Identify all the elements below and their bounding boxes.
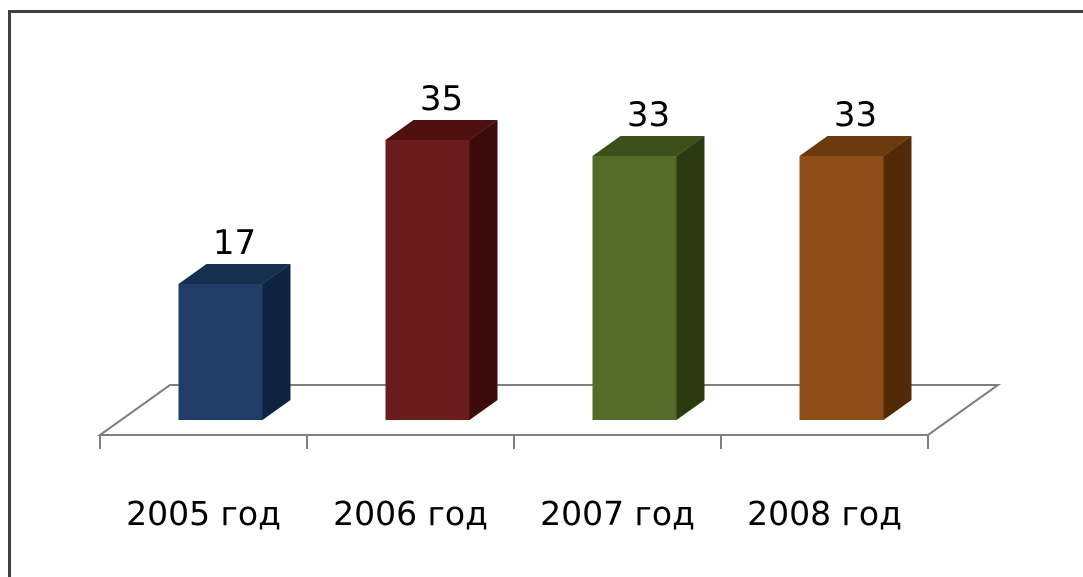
bar-top xyxy=(799,136,912,156)
x-tick-label: 2005 год xyxy=(126,494,281,533)
bar-side xyxy=(469,120,498,420)
bar-front xyxy=(799,156,884,420)
bar-front xyxy=(592,156,677,420)
bar-front xyxy=(178,284,263,420)
bar-top xyxy=(178,264,291,284)
x-tick-label: 2006 год xyxy=(333,494,488,533)
bar-2007-год xyxy=(592,136,705,420)
bar-side xyxy=(262,264,291,420)
bar-2006-год xyxy=(385,120,498,420)
bar-side xyxy=(676,136,705,420)
x-tick-label: 2007 год xyxy=(540,494,695,533)
bars xyxy=(178,120,912,420)
x-tick-label: 2008 год xyxy=(747,494,902,533)
data-label: 17 xyxy=(213,223,256,263)
x-axis: 2005 год 2006 год 2007 год 2008 год xyxy=(99,434,929,533)
bar-front xyxy=(385,140,470,420)
bar-top xyxy=(385,120,498,140)
data-label: 35 xyxy=(420,79,463,119)
data-label: 33 xyxy=(834,95,877,135)
bar-side xyxy=(883,136,912,420)
data-label: 33 xyxy=(627,95,670,135)
bar-top xyxy=(592,136,705,156)
bar-2005-год xyxy=(178,264,291,420)
bar-2008-год xyxy=(799,136,912,420)
value-labels: 17 35 33 33 xyxy=(213,79,877,263)
